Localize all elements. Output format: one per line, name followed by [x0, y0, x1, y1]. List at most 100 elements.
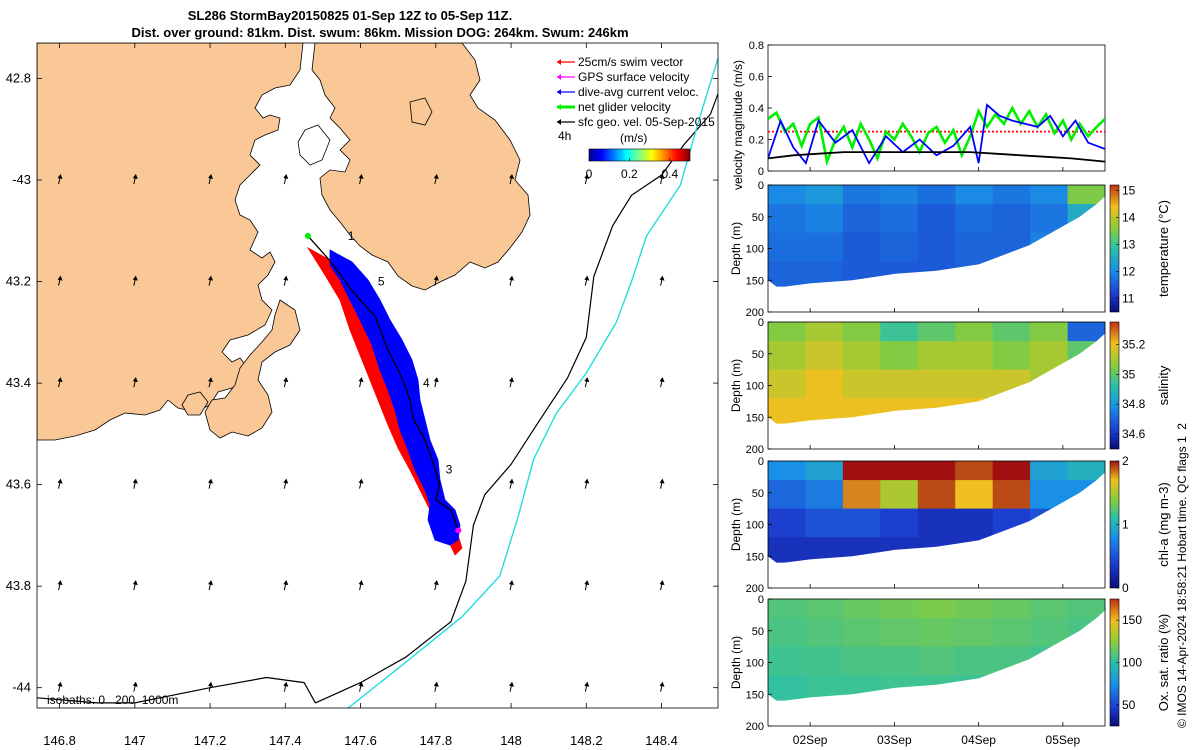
isobath-1000m: [347, 57, 718, 708]
section-cell: [768, 369, 806, 399]
section-cell: [768, 480, 806, 510]
current-arrow: [283, 580, 289, 591]
velocity-panel: 0 0.2 0.4 0.6 0.8 velocity magnitude (m/s): [731, 40, 1106, 190]
section-colorbar-tick-label: 100: [1122, 656, 1142, 670]
current-arrow: [584, 681, 590, 692]
map-x-tick-label: 148: [500, 733, 522, 748]
section-cell: [1030, 461, 1069, 481]
section-cell: [992, 461, 1031, 481]
section-cell: [1030, 322, 1069, 342]
current-arrow: [509, 275, 515, 286]
section-cell: [768, 398, 806, 424]
section-ylabel: Depth (m): [729, 222, 743, 275]
section-cell: [880, 322, 919, 342]
section-cell: [880, 185, 919, 205]
section-temperature: 0 50 100 150 200 Depth (m) 11 12 13 14 15 temperatu…: [729, 180, 1171, 319]
section-cell: [880, 341, 919, 371]
section-colorbar-tick-label: 35: [1122, 367, 1136, 381]
section-cell: [805, 599, 844, 619]
section-cell: [1067, 599, 1105, 619]
section-cell: [880, 646, 919, 676]
current-arrow: [208, 478, 214, 489]
section-colorbar-tick-label: 0: [1122, 581, 1129, 595]
section-x-tick-label: 05Sep: [1046, 733, 1081, 747]
section-cell: [768, 261, 806, 287]
section-ylabel: Depth (m): [729, 359, 743, 412]
map-x-ticks: 146.8 147 147.2 147.4 147.6 147.8 148 148.2 148.…: [43, 43, 678, 748]
section-cell: [955, 480, 994, 510]
current-arrow: [433, 275, 439, 286]
section-cell: [768, 185, 806, 205]
velocity-series-line: [768, 105, 1105, 167]
section-colorbar-tick-label: 2: [1122, 454, 1129, 468]
section-colorbar: [1109, 321, 1120, 450]
section-cell: [880, 508, 919, 538]
map-colorbar-ticks: 0 0.2 0.4: [586, 158, 678, 181]
map-x-tick-label: 146.8: [43, 733, 76, 748]
section-cell: [842, 461, 881, 481]
track-day-label: 4: [423, 376, 430, 390]
section-y-tick-label: 200: [746, 721, 764, 733]
section-cell: [805, 369, 844, 399]
section-cell: [880, 369, 919, 399]
current-arrow: [283, 275, 289, 286]
velocity-series: [768, 103, 1105, 167]
current-arrow: [358, 377, 364, 388]
velocity-series-line: [768, 103, 1105, 166]
current-arrow: [57, 580, 63, 591]
section-cell: [768, 537, 806, 563]
current-arrow: [659, 580, 665, 591]
land-south-small: [181, 391, 209, 416]
current-arrow: [132, 275, 138, 286]
section-cell: [880, 480, 919, 510]
section-colorbar-tick-label: 34.8: [1122, 397, 1146, 411]
map-y-tick-label: 43.6: [6, 477, 31, 492]
section-cell: [955, 232, 994, 262]
section-cell: [768, 508, 806, 538]
velocity-y-tick-label: 0.6: [749, 72, 764, 84]
section-cell: [805, 480, 844, 510]
current-arrow: [433, 174, 439, 185]
section-cell: [992, 341, 1031, 371]
current-arrow: [509, 681, 515, 692]
current-arrow: [584, 275, 590, 286]
legend-entry: dive-avg current veloc.: [557, 85, 699, 99]
section-cell: [955, 508, 994, 538]
section-cell: [955, 322, 994, 342]
section-ylabel: Depth (m): [729, 636, 743, 689]
section-cell: [805, 508, 844, 538]
section-cell: [842, 369, 881, 399]
isobath-200m: [315, 93, 718, 704]
section-colorbar-label: chl-a (mg m-3): [1156, 482, 1171, 567]
section-cell: [805, 185, 844, 205]
current-arrow: [433, 681, 439, 692]
section-cell: [880, 232, 919, 262]
legend-entry: sfc geo. vel. 05-Sep-2015: [557, 115, 715, 129]
current-arrow: [584, 377, 590, 388]
map-x-tick-label: 147: [124, 733, 146, 748]
credit-text: © IMOS 14-Apr-2024 18:58:21 Hobart time.…: [1175, 423, 1189, 728]
current-arrow: [57, 275, 63, 286]
current-arrow: [132, 681, 138, 692]
track-start-marker: [304, 232, 311, 239]
section-colorbar-tick-label: 1: [1122, 518, 1129, 532]
section-cell: [768, 204, 806, 234]
section-cell: [880, 204, 919, 234]
map-y-tick-label: -43: [12, 172, 31, 187]
track-end-marker: [455, 527, 462, 534]
section-cell: [805, 646, 844, 676]
velocity-y-tick-label: 0.4: [749, 103, 764, 115]
section-colorbar-label: salinity: [1156, 365, 1171, 405]
legend-entry: GPS surface velocity: [557, 70, 689, 84]
map-colorbar-tick-label: 0.4: [661, 167, 678, 181]
section-cell: [805, 461, 844, 481]
current-arrow: [358, 580, 364, 591]
section-cell: [842, 204, 881, 234]
land-central-island: [297, 124, 331, 166]
section-cell: [992, 599, 1031, 619]
section-cell: [992, 322, 1031, 342]
current-arrow: [57, 478, 63, 489]
section-y-tick-label: 100: [746, 658, 764, 670]
map-y-tick-label: 43.4: [6, 375, 31, 390]
